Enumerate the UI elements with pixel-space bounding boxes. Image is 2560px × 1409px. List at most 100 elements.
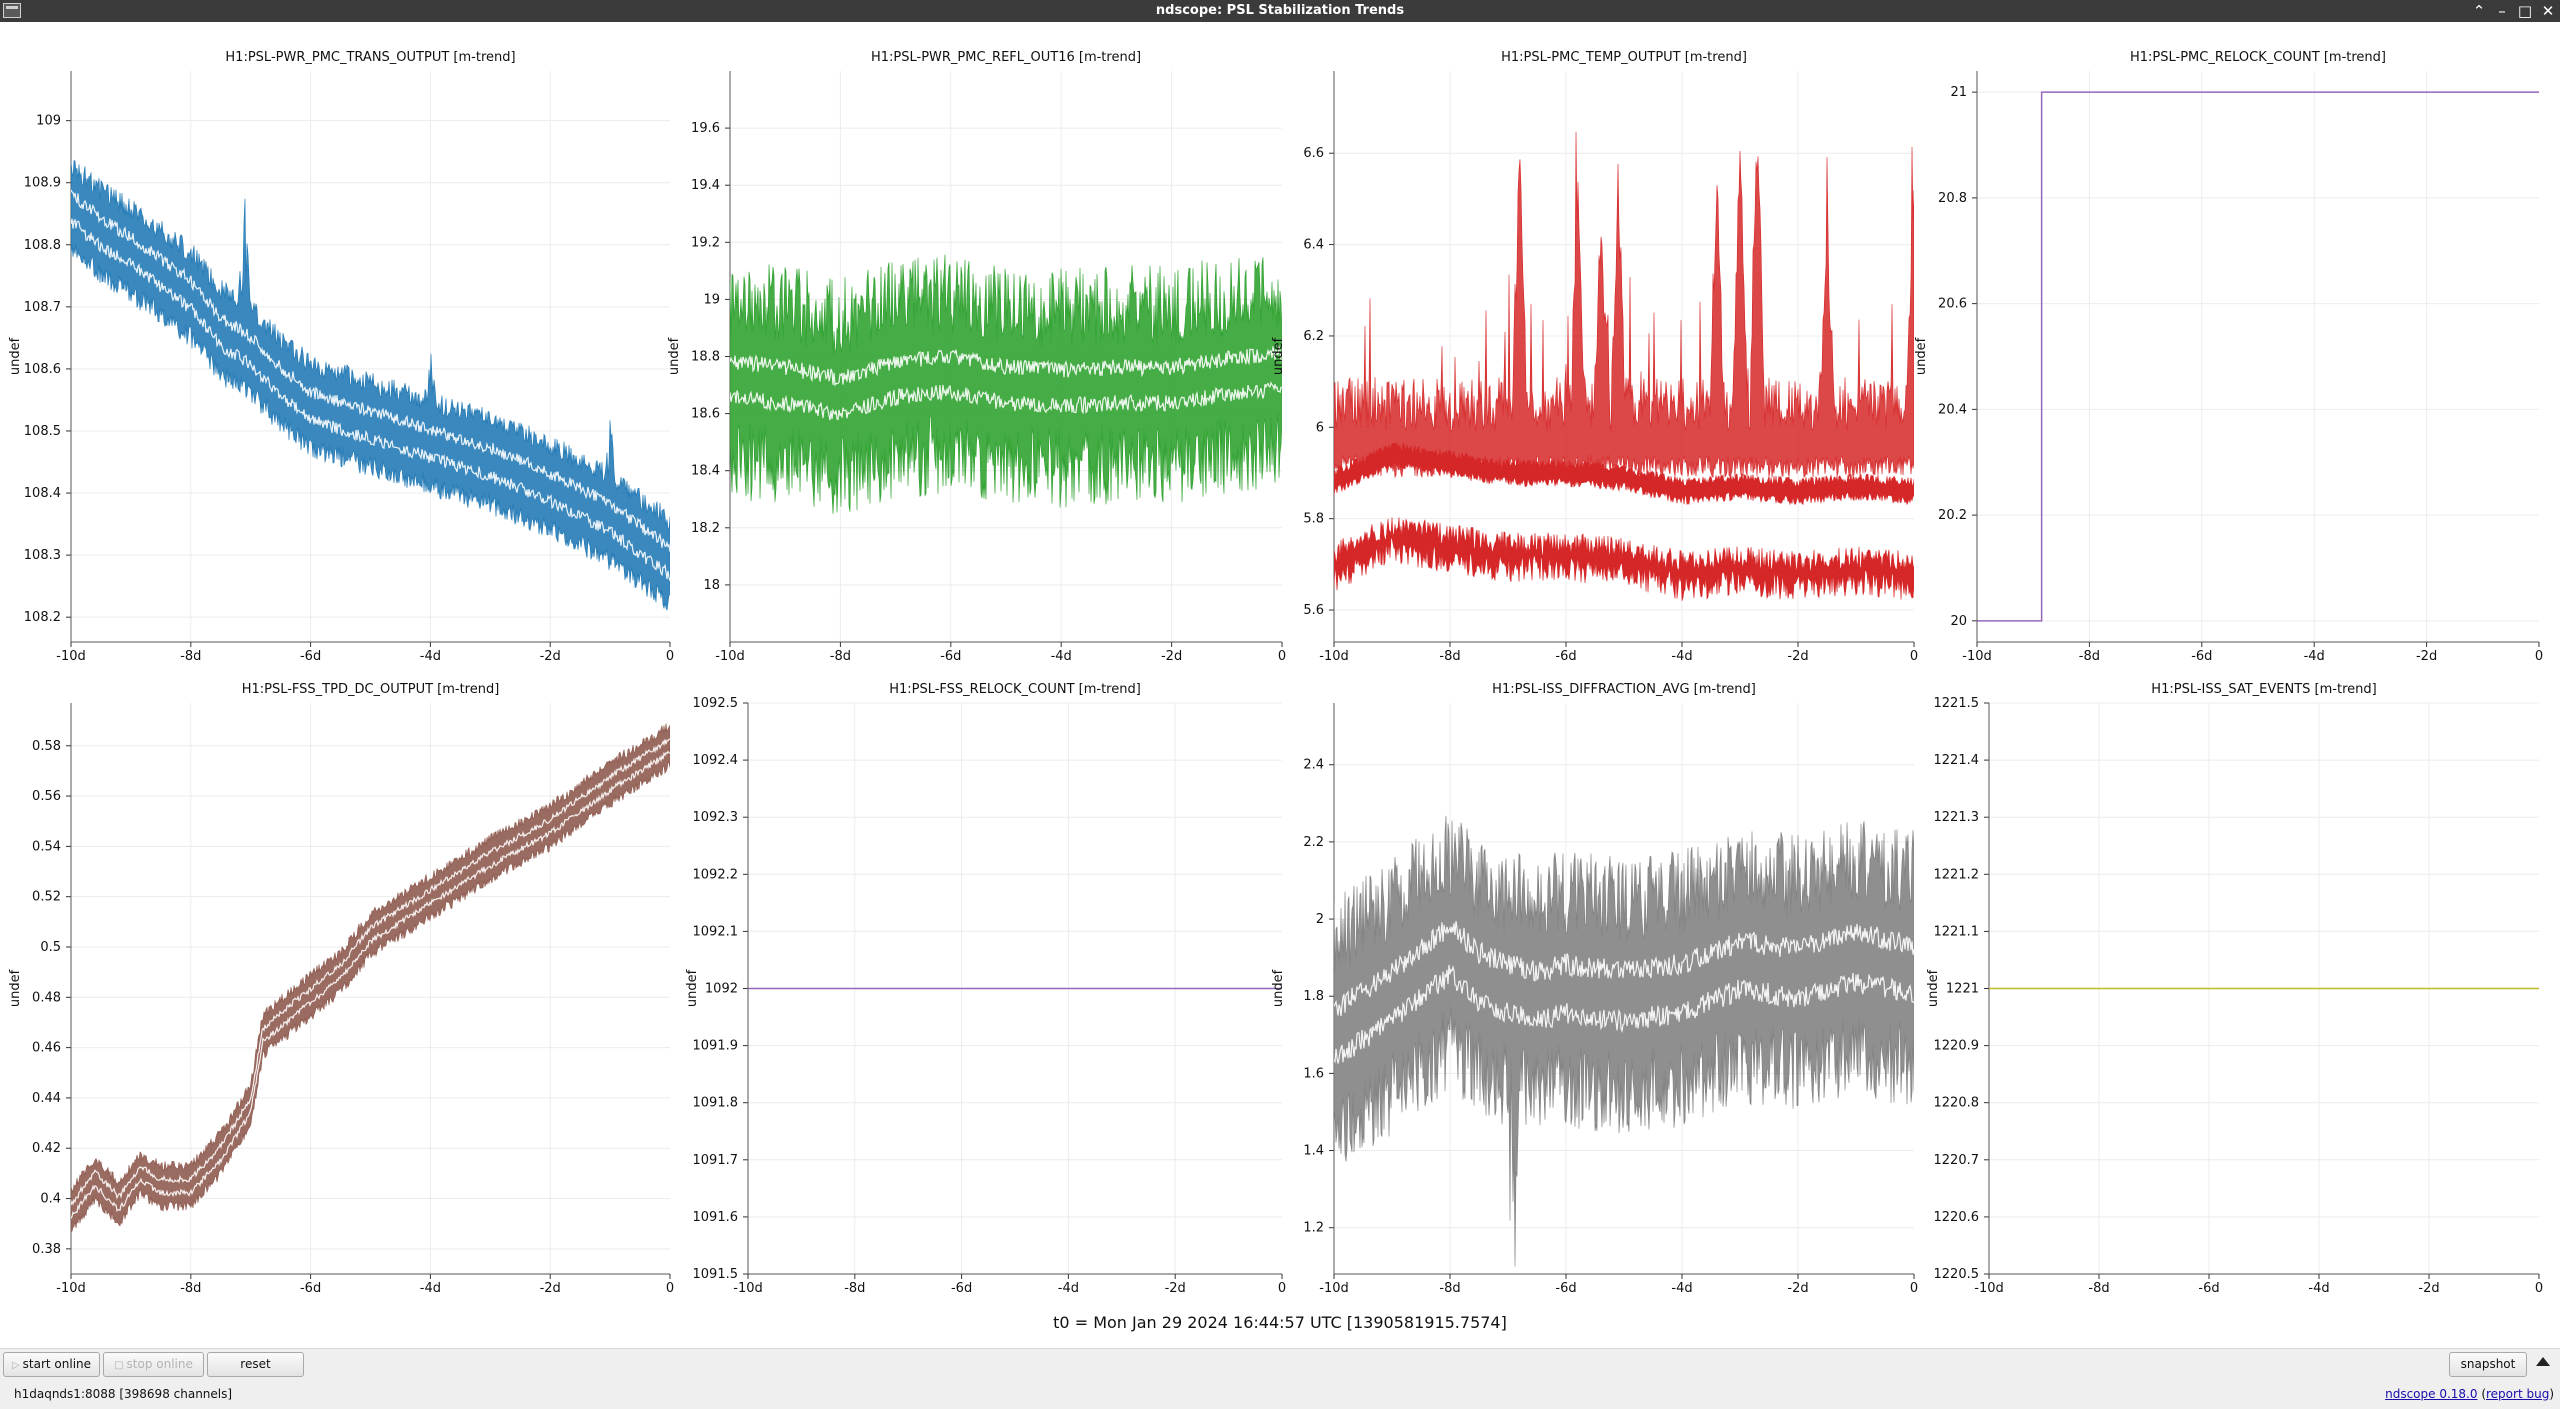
stop-icon: □ xyxy=(114,1360,124,1371)
x-tick-label: -8d xyxy=(180,649,201,664)
series-band xyxy=(730,254,1282,514)
y-tick-label: 1220.7 xyxy=(1934,1153,1980,1168)
plot-panel[interactable]: H1:PSL-ISS_SAT_EVENTS [m-trend] -10d -8d -6… xyxy=(1926,682,2543,1292)
x-tick-label: -4d xyxy=(420,1281,441,1292)
series-max-line xyxy=(730,344,1282,387)
x-tick-label: -2d xyxy=(1165,1281,1186,1292)
x-tick-label: 0 xyxy=(1278,1281,1286,1292)
minimize-icon[interactable]: – xyxy=(2498,2,2506,20)
y-tick-label: 19.6 xyxy=(691,121,720,136)
plot-title: H1:PSL-PWR_PMC_TRANS_OUTPUT [m-trend] xyxy=(225,50,515,65)
x-tick-label: -10d xyxy=(1319,1281,1349,1292)
y-tick-label: 6 xyxy=(1316,420,1324,435)
plot-title: H1:PSL-ISS_SAT_EVENTS [m-trend] xyxy=(2151,682,2376,697)
x-tick-label: -6d xyxy=(940,649,961,664)
x-tick-label: -10d xyxy=(715,649,745,664)
y-tick-label: 2.2 xyxy=(1303,835,1324,850)
y-tick-label: 1221.4 xyxy=(1934,753,1980,768)
series-band xyxy=(1334,131,1914,479)
x-tick-label: 0 xyxy=(2535,649,2543,664)
chevron-up-icon[interactable]: ⌃ xyxy=(2472,2,2486,20)
y-tick-label: 0.46 xyxy=(32,1041,61,1056)
x-tick-label: -6d xyxy=(951,1281,972,1292)
x-tick-label: -6d xyxy=(1555,649,1576,664)
plot-title: H1:PSL-PWR_PMC_REFL_OUT16 [m-trend] xyxy=(871,50,1141,65)
y-tick-label: 0.52 xyxy=(32,890,61,905)
plot-panel[interactable]: H1:PSL-PMC_RELOCK_COUNT [m-trend] -10d -8d… xyxy=(1914,50,2543,664)
series-band xyxy=(71,723,670,1232)
x-tick-label: -8d xyxy=(180,1281,201,1292)
report-bug-link[interactable]: report bug xyxy=(2486,1387,2550,1401)
y-tick-label: 2 xyxy=(1316,912,1324,927)
snapshot-button[interactable]: snapshot xyxy=(2449,1352,2527,1377)
plot-panel[interactable]: H1:PSL-ISS_DIFFRACTION_AVG [m-trend] -10d… xyxy=(1271,682,1918,1292)
y-tick-label: 108.7 xyxy=(24,300,61,315)
y-tick-label: 1221.5 xyxy=(1934,696,1980,711)
x-tick-label: -8d xyxy=(1439,649,1460,664)
x-tick-label: -4d xyxy=(2308,1281,2329,1292)
y-tick-label: 0.58 xyxy=(32,739,61,754)
y-tick-label: 108.8 xyxy=(24,238,61,253)
y-tick-label: 18.6 xyxy=(691,407,720,422)
y-tick-label: 5.8 xyxy=(1303,512,1324,527)
stop-online-button[interactable]: □ stop online xyxy=(103,1352,204,1377)
server-status: h1daqnds1:8088 [398698 channels] xyxy=(14,1387,233,1401)
y-tick-label: 1.8 xyxy=(1303,989,1324,1004)
y-tick-label: 0.5 xyxy=(40,940,61,955)
plot-title: H1:PSL-ISS_DIFFRACTION_AVG [m-trend] xyxy=(1492,682,1756,697)
maximize-icon[interactable]: □ xyxy=(2517,2,2533,20)
y-tick-label: 6.4 xyxy=(1303,238,1324,253)
x-tick-label: -4d xyxy=(1671,1281,1692,1292)
y-axis-label: undef xyxy=(1271,337,1286,375)
y-tick-label: 1.4 xyxy=(1303,1144,1324,1159)
y-tick-label: 0.4 xyxy=(40,1192,61,1207)
x-tick-label: -2d xyxy=(1161,649,1182,664)
x-tick-label: -6d xyxy=(300,649,321,664)
start-online-label: start online xyxy=(22,1357,92,1371)
y-axis-label: undef xyxy=(1914,337,1929,375)
window-title: ndscope: PSL Stabilization Trends xyxy=(1155,3,1405,18)
y-tick-label: 20.6 xyxy=(1938,297,1967,312)
y-tick-label: 19 xyxy=(703,292,720,307)
plot-panel[interactable]: H1:PSL-PMC_TEMP_OUTPUT [m-trend] -10d -8d -… xyxy=(1271,50,1918,664)
x-tick-label: -8d xyxy=(2079,649,2100,664)
y-tick-label: 6.6 xyxy=(1303,146,1324,161)
plot-panel[interactable]: H1:PSL-FSS_RELOCK_COUNT [m-trend] -10d -8d… xyxy=(685,682,1286,1292)
y-tick-label: 1092.5 xyxy=(693,696,739,711)
series-min-line xyxy=(1334,964,1914,1064)
plot-panel[interactable]: H1:PSL-PWR_PMC_TRANS_OUTPUT [m-trend] -10… xyxy=(8,50,674,664)
series-line xyxy=(1977,91,2539,622)
x-tick-label: -6d xyxy=(300,1281,321,1292)
y-axis-label: undef xyxy=(667,337,682,375)
plot-panel[interactable]: H1:PSL-PWR_PMC_REFL_OUT16 [m-trend] -10d -… xyxy=(667,50,1286,664)
y-axis-label: undef xyxy=(1926,969,1941,1007)
y-tick-label: 1220.6 xyxy=(1934,1210,1980,1225)
y-tick-label: 6.2 xyxy=(1303,329,1324,344)
y-tick-label: 18.8 xyxy=(691,350,720,365)
expand-up-icon[interactable] xyxy=(2536,1357,2550,1366)
close-icon[interactable]: ✕ xyxy=(2541,2,2555,20)
x-tick-label: -4d xyxy=(1051,649,1072,664)
plot-panel[interactable]: H1:PSL-FSS_TPD_DC_OUTPUT [m-trend] -10d -8… xyxy=(8,682,674,1292)
y-tick-label: 0.56 xyxy=(32,789,61,804)
x-tick-label: -2d xyxy=(1787,649,1808,664)
y-tick-label: 0.48 xyxy=(32,990,61,1005)
y-tick-label: 1221.3 xyxy=(1934,810,1980,825)
y-tick-label: 1220.8 xyxy=(1934,1096,1980,1111)
x-tick-label: -6d xyxy=(2198,1281,2219,1292)
y-tick-label: 18.2 xyxy=(691,521,720,536)
series-min-line xyxy=(71,750,670,1219)
x-tick-label: 0 xyxy=(666,1281,674,1292)
series-max-line xyxy=(1334,920,1914,1017)
plot-title: H1:PSL-FSS_RELOCK_COUNT [m-trend] xyxy=(889,682,1141,697)
y-tick-label: 1221 xyxy=(1946,982,1979,997)
plot-canvas[interactable]: H1:PSL-PWR_PMC_TRANS_OUTPUT [m-trend] -10… xyxy=(0,22,2560,1292)
version-link[interactable]: ndscope 0.18.0 xyxy=(2385,1387,2478,1401)
x-tick-label: -6d xyxy=(1555,1281,1576,1292)
toolbar: ▷ start online □ stop online reset snapsho… xyxy=(0,1348,2560,1380)
y-tick-label: 19.4 xyxy=(691,178,720,193)
x-tick-label: -2d xyxy=(2416,649,2437,664)
y-tick-label: 1221.2 xyxy=(1934,867,1980,882)
reset-button[interactable]: reset xyxy=(207,1352,304,1377)
start-online-button[interactable]: ▷ start online xyxy=(3,1352,100,1377)
